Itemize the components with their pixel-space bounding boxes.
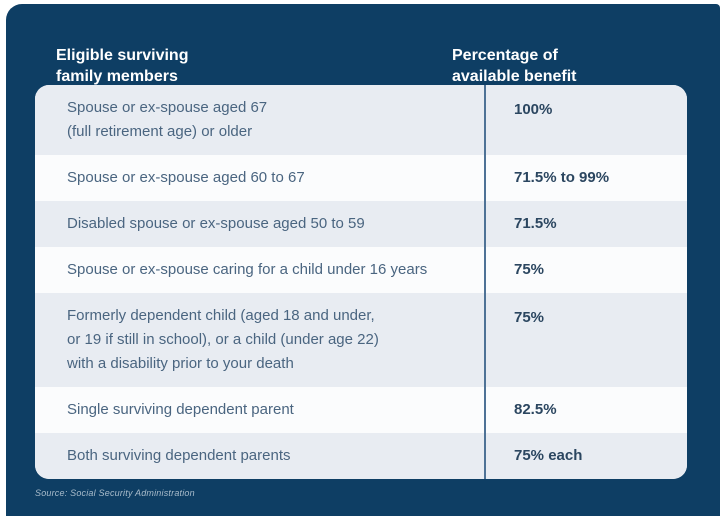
- member-cell: Single surviving dependent parent: [67, 401, 294, 418]
- column-header-members-label: Eligible surviving family members: [56, 47, 189, 85]
- benefit-cell: 71.5%: [514, 215, 557, 232]
- member-cell: Both surviving dependent parents: [67, 447, 291, 464]
- source-attribution: Source: Social Security Administration: [35, 488, 195, 498]
- member-cell: Spouse or ex-spouse aged 67 (full retire…: [67, 99, 268, 140]
- table-row-single-parent: Single surviving dependent parent 82.5%: [35, 387, 687, 433]
- member-cell: Spouse or ex-spouse caring for a child u…: [67, 261, 428, 278]
- table-row-both-parents: Both surviving dependent parents 75% eac…: [35, 433, 687, 479]
- benefit-cell: 75% each: [514, 447, 583, 464]
- benefit-cell: 71.5% to 99%: [514, 169, 610, 186]
- benefit-cell: 75%: [514, 309, 545, 326]
- table-row-spouse-67: Spouse or ex-spouse aged 67 (full retire…: [35, 85, 687, 155]
- table-row-disabled-spouse: Disabled spouse or ex-spouse aged 50 to …: [35, 201, 687, 247]
- table-row-spouse-60-67: Spouse or ex-spouse aged 60 to 67 71.5% …: [35, 155, 687, 201]
- benefit-cell: 82.5%: [514, 401, 557, 418]
- benefits-table: Spouse or ex-spouse aged 67 (full retire…: [35, 85, 687, 479]
- table-header: Eligible surviving family members Percen…: [56, 24, 690, 108]
- table-row-dependent-child: Formerly dependent child (aged 18 and un…: [35, 293, 687, 387]
- member-cell: Spouse or ex-spouse aged 60 to 67: [67, 169, 305, 186]
- member-cell: Formerly dependent child (aged 18 and un…: [67, 307, 379, 372]
- table-row-spouse-caring-child: Spouse or ex-spouse caring for a child u…: [35, 247, 687, 293]
- benefit-cell: 75%: [514, 261, 545, 278]
- column-divider: [484, 85, 486, 479]
- benefit-cell: 100%: [514, 101, 553, 118]
- column-header-benefit-label: Percentage of available benefit: [452, 47, 577, 85]
- member-cell: Disabled spouse or ex-spouse aged 50 to …: [67, 215, 365, 232]
- benefits-infographic-panel: Eligible surviving family members Percen…: [6, 4, 720, 516]
- column-header-members: Eligible surviving family members: [56, 24, 452, 108]
- column-header-benefit: Percentage of available benefit: [452, 24, 652, 108]
